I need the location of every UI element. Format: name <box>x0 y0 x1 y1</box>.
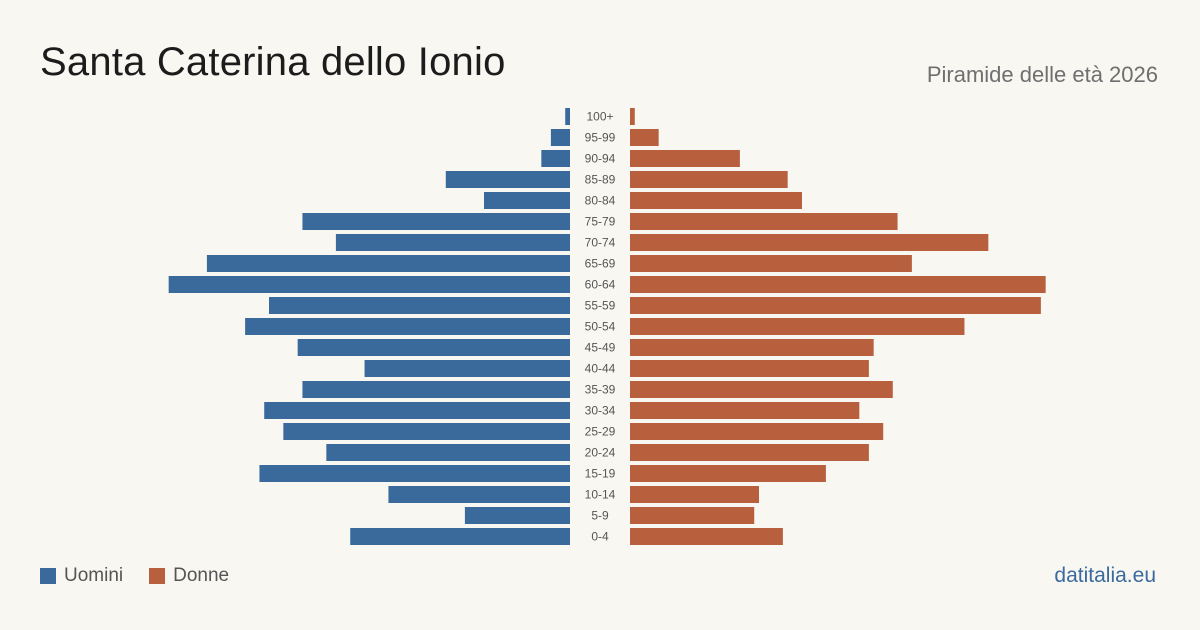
bar-women-85-89 <box>630 171 788 188</box>
age-label-45-49: 45-49 <box>585 341 616 355</box>
age-label-5-9: 5-9 <box>591 509 609 523</box>
bar-men-70-74 <box>335 234 570 251</box>
age-label-20-24: 20-24 <box>585 446 616 460</box>
age-label-80-84: 80-84 <box>585 194 616 208</box>
bar-women-70-74 <box>630 234 989 251</box>
bar-women-75-79 <box>630 213 898 230</box>
bar-men-20-24 <box>326 444 570 461</box>
bar-men-60-64 <box>168 276 570 293</box>
age-label-70-74: 70-74 <box>585 236 616 250</box>
age-label-15-19: 15-19 <box>585 467 616 481</box>
age-label-25-29: 25-29 <box>585 425 616 439</box>
age-label-60-64: 60-64 <box>585 278 616 292</box>
age-label-30-34: 30-34 <box>585 404 616 418</box>
legend-label-women: Donne <box>173 565 230 586</box>
bar-men-45-49 <box>297 339 570 356</box>
bar-women-60-64 <box>630 276 1046 293</box>
legend: Uomini Donne <box>40 565 245 587</box>
bar-women-90-94 <box>630 150 740 167</box>
legend-item-women: Donne <box>149 565 229 587</box>
age-label-100+: 100+ <box>586 110 613 124</box>
bar-men-15-19 <box>259 465 570 482</box>
bar-women-45-49 <box>630 339 874 356</box>
bar-men-65-69 <box>206 255 570 272</box>
bar-women-30-34 <box>630 402 860 419</box>
bar-women-100+ <box>630 108 635 125</box>
bar-women-15-19 <box>630 465 826 482</box>
legend-item-men: Uomini <box>40 565 123 587</box>
age-label-50-54: 50-54 <box>585 320 616 334</box>
bar-men-80-84 <box>484 192 570 209</box>
legend-label-men: Uomini <box>64 565 124 586</box>
bar-men-0-4 <box>350 528 570 545</box>
age-label-55-59: 55-59 <box>585 299 616 313</box>
bar-women-0-4 <box>630 528 783 545</box>
bar-women-95-99 <box>630 129 659 146</box>
population-pyramid: 100+ 95-99 90-94 85-89 80-84 75-79 70-74 65-69 6… <box>168 108 1046 545</box>
bar-men-35-39 <box>302 381 570 398</box>
bar-women-10-14 <box>630 486 759 503</box>
bar-men-5-9 <box>464 507 570 524</box>
bar-men-85-89 <box>445 171 570 188</box>
age-label-0-4: 0-4 <box>591 530 609 544</box>
bar-men-90-94 <box>541 150 570 167</box>
bar-women-5-9 <box>630 507 755 524</box>
source-link[interactable]: datitalia.eu <box>1054 564 1156 587</box>
age-label-85-89: 85-89 <box>585 173 616 187</box>
bar-women-80-84 <box>630 192 802 209</box>
bar-women-65-69 <box>630 255 912 272</box>
legend-swatch-men <box>40 568 56 584</box>
bar-men-40-44 <box>364 360 570 377</box>
bar-women-35-39 <box>630 381 893 398</box>
bar-men-10-14 <box>388 486 570 503</box>
bar-men-95-99 <box>550 129 570 146</box>
age-label-95-99: 95-99 <box>585 131 616 145</box>
bar-men-55-59 <box>269 297 570 314</box>
age-label-90-94: 90-94 <box>585 152 616 166</box>
bar-women-50-54 <box>630 318 965 335</box>
bar-women-20-24 <box>630 444 869 461</box>
bar-men-100+ <box>565 108 570 125</box>
age-label-40-44: 40-44 <box>585 362 616 376</box>
bar-women-40-44 <box>630 360 869 377</box>
age-label-75-79: 75-79 <box>585 215 616 229</box>
chart-subtitle: Piramide delle età 2026 <box>926 62 1158 87</box>
bar-men-75-79 <box>302 213 570 230</box>
age-label-10-14: 10-14 <box>585 488 616 502</box>
legend-swatch-women <box>149 568 166 584</box>
bar-women-55-59 <box>630 297 1041 314</box>
age-label-65-69: 65-69 <box>585 257 616 271</box>
bar-men-25-29 <box>283 423 570 440</box>
bar-men-30-34 <box>264 402 570 419</box>
age-label-35-39: 35-39 <box>585 383 616 397</box>
chart-title: Santa Caterina dello Ionio <box>40 40 506 84</box>
bar-men-50-54 <box>245 318 570 335</box>
bar-women-25-29 <box>630 423 884 440</box>
